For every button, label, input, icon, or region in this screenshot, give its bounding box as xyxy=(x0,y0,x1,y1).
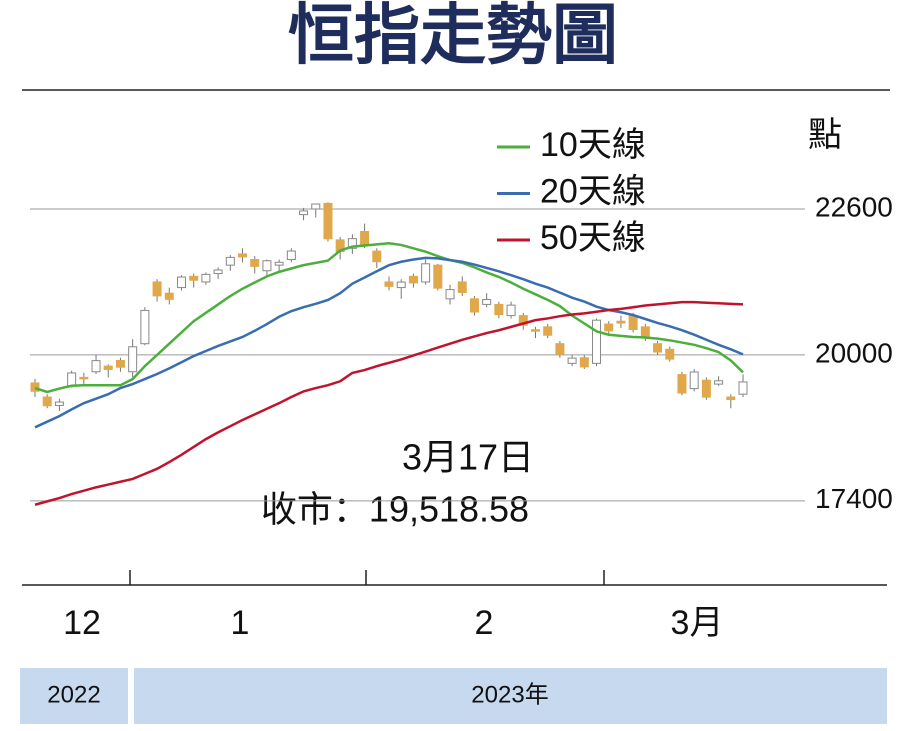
candle-body xyxy=(689,371,699,390)
candle-body xyxy=(176,276,186,289)
legend-label: 50天線 xyxy=(540,219,646,257)
y-tick-label: 20000 xyxy=(815,337,893,368)
x-tick-label: 2 xyxy=(475,604,494,642)
candle-body xyxy=(665,348,675,360)
candle-body xyxy=(592,319,602,364)
candle-body xyxy=(189,275,199,281)
candle-body xyxy=(714,380,724,385)
candle-body xyxy=(579,357,589,368)
ma-line xyxy=(34,241,744,394)
candle-body xyxy=(262,260,272,272)
candle-body xyxy=(408,275,418,284)
candle-body xyxy=(103,365,113,370)
candle-body xyxy=(396,281,406,289)
candle-body xyxy=(433,264,443,289)
candle-body xyxy=(482,299,492,305)
candle-body xyxy=(469,298,479,313)
candle-body xyxy=(677,374,687,394)
candle-body xyxy=(140,309,150,345)
x-tick-label: 1 xyxy=(231,604,250,642)
candle-body xyxy=(701,379,711,398)
legend-label: 20天線 xyxy=(540,172,646,210)
candle-body xyxy=(323,202,333,240)
legend-label: 10天線 xyxy=(540,126,646,164)
candle-body xyxy=(616,320,626,324)
candle-body xyxy=(54,401,64,406)
candle-body xyxy=(518,315,528,326)
candle-body xyxy=(738,381,748,395)
candle-body xyxy=(152,281,162,297)
candle-body xyxy=(286,250,296,261)
candle-body xyxy=(653,343,663,353)
candle-body xyxy=(79,376,89,380)
y-tick-label: 22600 xyxy=(815,191,893,222)
annotation: 3月17日 xyxy=(402,437,534,478)
candle-body xyxy=(726,396,736,401)
x-tick-label: 12 xyxy=(63,604,101,642)
candle-body xyxy=(494,303,504,316)
candle-body xyxy=(555,343,565,355)
candle-body xyxy=(604,323,614,332)
candle-body xyxy=(530,329,540,332)
candle-body xyxy=(128,346,138,373)
ma-line xyxy=(34,300,744,506)
year-band xyxy=(134,668,887,724)
ma-line xyxy=(34,256,744,429)
candle-body xyxy=(628,315,638,330)
candle-body xyxy=(238,253,248,258)
candle-body xyxy=(299,210,309,216)
candle-body xyxy=(372,250,382,263)
y-axis-label: 點 xyxy=(808,116,842,154)
candle-body xyxy=(506,304,516,317)
chart-title: 恒指走勢圖 xyxy=(288,0,618,71)
candle-body xyxy=(274,261,284,266)
year-band xyxy=(20,668,128,724)
candle-body xyxy=(457,281,467,293)
candle-body xyxy=(225,256,235,266)
candle-body xyxy=(30,382,40,392)
y-tick-label: 17400 xyxy=(815,483,893,514)
candle-body xyxy=(42,396,52,407)
candle-body xyxy=(311,203,321,210)
candle-body xyxy=(164,292,174,300)
candle-body xyxy=(384,281,394,287)
year-label: 2023年 xyxy=(471,681,548,708)
candle-body xyxy=(360,230,370,246)
candle-body xyxy=(543,326,553,336)
candle-body xyxy=(91,360,101,373)
candle-body xyxy=(445,289,455,300)
annotation: 收市：19,518.58 xyxy=(261,489,529,530)
candle-body xyxy=(250,259,260,267)
candle-body xyxy=(115,360,125,368)
candle-body xyxy=(67,372,77,387)
candle-body xyxy=(347,238,357,249)
candle-body xyxy=(640,326,650,338)
candle-body xyxy=(213,269,223,275)
candle-body xyxy=(201,273,211,283)
candle-body xyxy=(421,263,431,283)
candle-body xyxy=(567,357,577,364)
x-tick-label: 3月 xyxy=(671,604,724,642)
year-label: 2022 xyxy=(47,681,100,708)
